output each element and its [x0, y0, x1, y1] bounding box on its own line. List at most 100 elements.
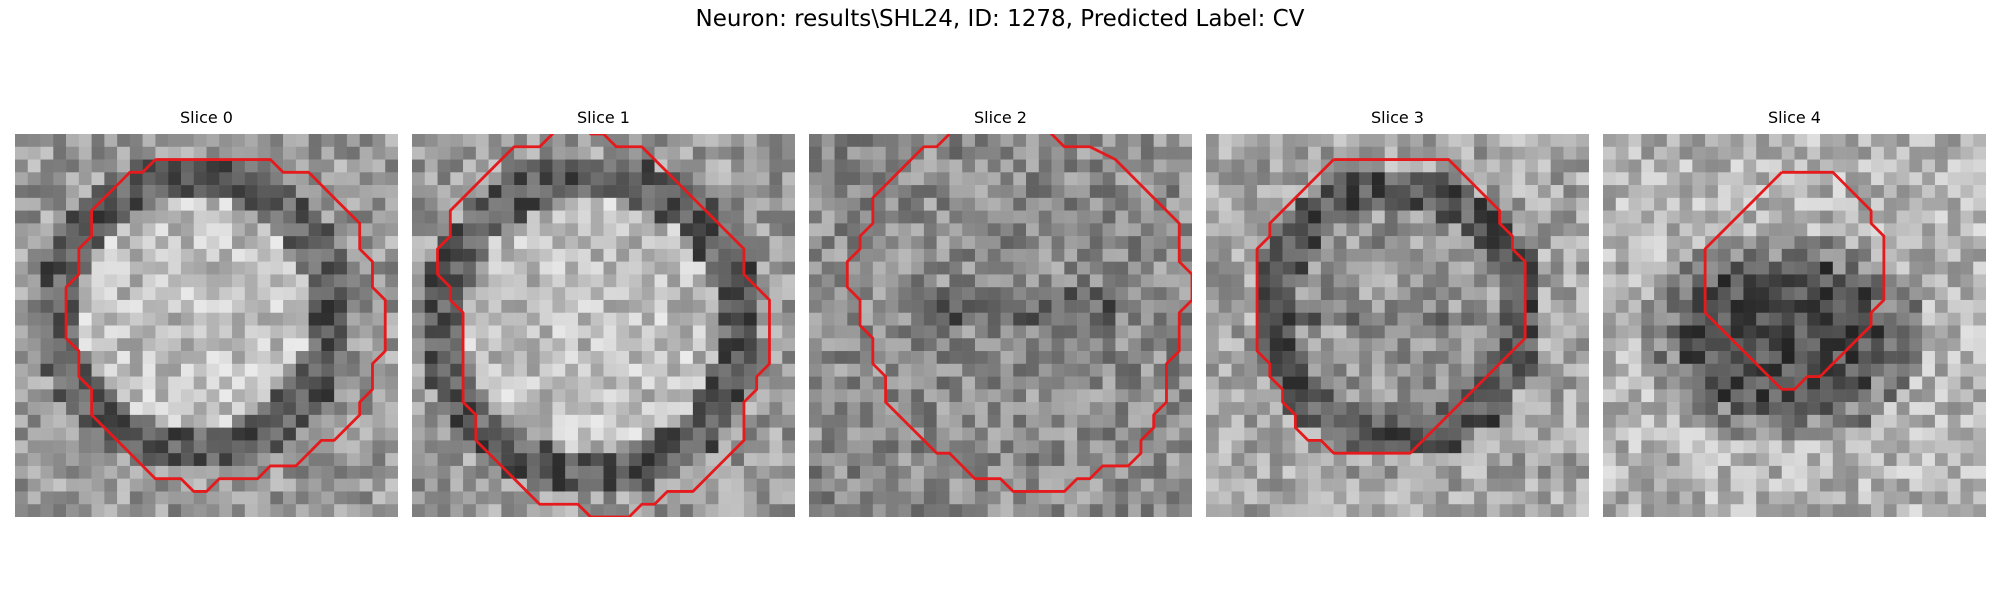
pixel — [1705, 491, 1719, 505]
pixel — [514, 134, 528, 148]
pixel — [1960, 363, 1974, 377]
pixel — [654, 376, 668, 390]
pixel — [885, 287, 899, 301]
pixel — [1499, 504, 1513, 517]
pixel — [1499, 312, 1513, 326]
pixel — [1525, 453, 1539, 467]
pixel — [1576, 453, 1589, 467]
pixel — [911, 261, 925, 275]
pixel — [270, 197, 284, 211]
pixel — [898, 504, 912, 517]
pixel — [1128, 261, 1142, 275]
pixel — [283, 389, 297, 403]
pixel — [616, 338, 630, 352]
pixel — [1206, 134, 1220, 148]
pixel — [308, 478, 322, 492]
pixel — [308, 261, 322, 275]
pixel — [206, 453, 220, 467]
pixel — [1218, 427, 1232, 441]
pixel — [1858, 172, 1872, 186]
pixel — [1397, 146, 1411, 160]
pixel — [782, 363, 795, 377]
pixel — [1499, 465, 1513, 479]
pixel — [1576, 325, 1589, 339]
pixel — [821, 453, 835, 467]
pixel — [949, 440, 963, 454]
pixel — [1077, 414, 1091, 428]
pixel — [949, 146, 963, 160]
pixel — [308, 274, 322, 288]
pixel — [1603, 134, 1617, 148]
pixel — [821, 325, 835, 339]
pixel — [1832, 338, 1846, 352]
pixel — [1371, 134, 1385, 148]
pixel — [1244, 287, 1258, 301]
pixel — [1947, 248, 1961, 262]
pixel — [987, 261, 1001, 275]
pixel — [1845, 363, 1859, 377]
pixel — [475, 312, 489, 326]
pixel — [1206, 453, 1220, 467]
pixel — [1871, 427, 1885, 441]
pixel — [283, 491, 297, 505]
pixel — [1140, 325, 1154, 339]
pixel — [821, 197, 835, 211]
pixel — [295, 146, 309, 160]
pixel — [1550, 274, 1564, 288]
pixel — [756, 210, 770, 224]
pixel — [1679, 491, 1693, 505]
pixel — [552, 287, 566, 301]
pixel — [321, 223, 335, 237]
pixel — [1871, 440, 1885, 454]
pixel — [1257, 312, 1271, 326]
pixel — [514, 197, 528, 211]
pixel — [91, 134, 105, 148]
pixel — [463, 236, 477, 250]
pixel — [641, 465, 655, 479]
pixel — [1654, 478, 1668, 492]
pixel — [219, 504, 233, 517]
pixel — [450, 427, 464, 441]
pixel — [1000, 312, 1014, 326]
pixel — [1000, 134, 1014, 148]
pixel — [1218, 414, 1232, 428]
pixel — [1026, 478, 1040, 492]
pixel — [705, 299, 719, 313]
pixel — [1448, 134, 1462, 148]
pixel — [1692, 491, 1706, 505]
pixel — [949, 134, 963, 148]
pixel — [53, 376, 67, 390]
pixel — [1115, 312, 1129, 326]
pixel — [1448, 210, 1462, 224]
pixel — [385, 427, 398, 441]
pixel — [936, 274, 950, 288]
pixel — [1448, 338, 1462, 352]
pixel — [898, 491, 912, 505]
pixel — [1705, 351, 1719, 365]
pixel — [743, 146, 757, 160]
pixel — [629, 389, 643, 403]
pixel — [1089, 389, 1103, 403]
pixel — [1615, 146, 1629, 160]
pixel — [1140, 172, 1154, 186]
pixel — [1756, 414, 1770, 428]
pixel — [1320, 465, 1334, 479]
pixel — [847, 299, 861, 313]
pixel — [603, 274, 617, 288]
pixel — [295, 414, 309, 428]
pixel — [769, 248, 783, 262]
pixel — [1603, 223, 1617, 237]
pixel — [1410, 427, 1424, 441]
pixel — [1026, 299, 1040, 313]
pixel — [475, 274, 489, 288]
pixel — [590, 389, 604, 403]
pixel — [321, 236, 335, 250]
pixel — [782, 325, 795, 339]
pixel — [412, 440, 426, 454]
pixel — [1717, 146, 1731, 160]
pixel — [78, 465, 92, 479]
pixel — [437, 312, 451, 326]
pixel — [1807, 210, 1821, 224]
pixel — [1077, 274, 1091, 288]
pixel — [526, 248, 540, 262]
